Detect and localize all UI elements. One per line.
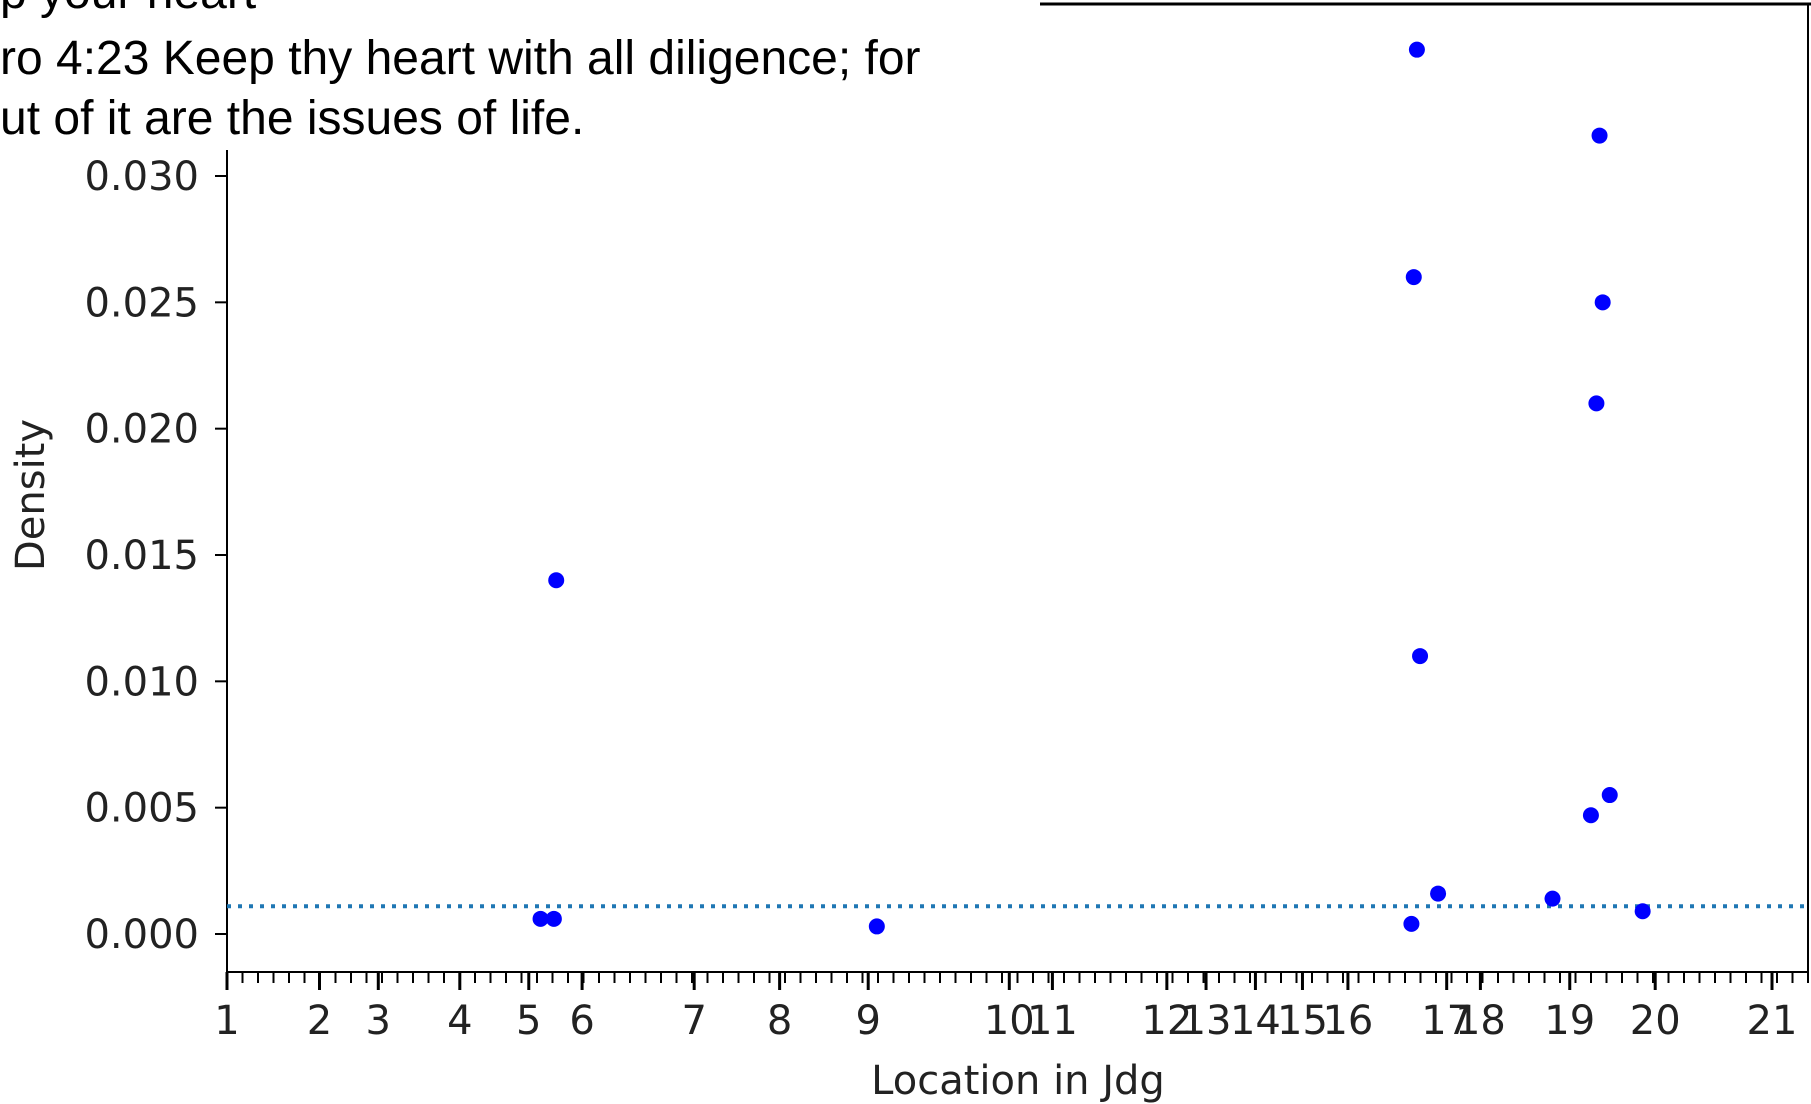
data-point [868,918,885,935]
y-tick-label: 0.010 [84,659,199,705]
x-tick-label: 16 [1322,998,1373,1044]
x-tick-label: 4 [447,998,472,1044]
data-point [1634,903,1651,920]
y-tick-label: 0.000 [84,912,199,958]
x-tick-label: 6 [569,998,594,1044]
y-tick-label: 0.030 [84,154,199,200]
x-tick-label: 10 [984,998,1035,1044]
y-tick-label: 0.020 [84,407,199,453]
data-point [532,910,549,927]
x-tick-label: 2 [307,998,332,1044]
y-axis-ticks: 0.000 0.005 0.010 0.015 0.020 0.025 0.030 [84,154,227,958]
x-tick-label: 5 [516,998,541,1044]
data-point [1405,269,1422,286]
caption-line-1: ro 4:23 Keep thy heart with all diligenc… [0,32,921,85]
data-point [1588,395,1605,412]
x-tick-label: 1 [214,998,239,1044]
data-point [1430,885,1447,902]
x-tick-label: 18 [1455,998,1506,1044]
x-tick-label: 20 [1630,998,1681,1044]
data-point [1544,890,1561,907]
data-point [1591,127,1608,144]
x-tick-label: 9 [855,998,880,1044]
data-point [1594,294,1611,311]
y-tick-label: 0.015 [84,533,199,579]
data-point [1582,807,1599,824]
x-tick-label: 7 [681,998,706,1044]
x-tick-label: 15 [1277,998,1328,1044]
x-tick-label: 8 [767,998,792,1044]
data-point [1403,915,1420,932]
x-tick-label: 19 [1544,998,1595,1044]
y-tick-label: 0.025 [84,280,199,326]
y-axis-label: Density [8,419,54,571]
data-point [1412,648,1429,665]
x-tick-label: 17 [1421,998,1472,1044]
caption-line-0: p your heart [0,0,256,19]
caption-line-2: ut of it are the issues of life. [0,92,584,145]
x-tick-label: 12 [1141,998,1192,1044]
data-point [1408,41,1425,58]
data-point [548,572,565,589]
x-tick-label: 13 [1181,998,1232,1044]
x-tick-label: 11 [1027,998,1078,1044]
y-tick-label: 0.005 [84,786,199,832]
data-points [532,41,1651,935]
x-tick-label: 21 [1747,998,1798,1044]
x-axis-label: Location in Jdg [871,1058,1165,1104]
x-tick-label: 3 [366,998,391,1044]
data-point [545,910,562,927]
data-point [1601,787,1618,804]
x-tick-label: 14 [1230,998,1281,1044]
plot-frame [226,4,1809,973]
